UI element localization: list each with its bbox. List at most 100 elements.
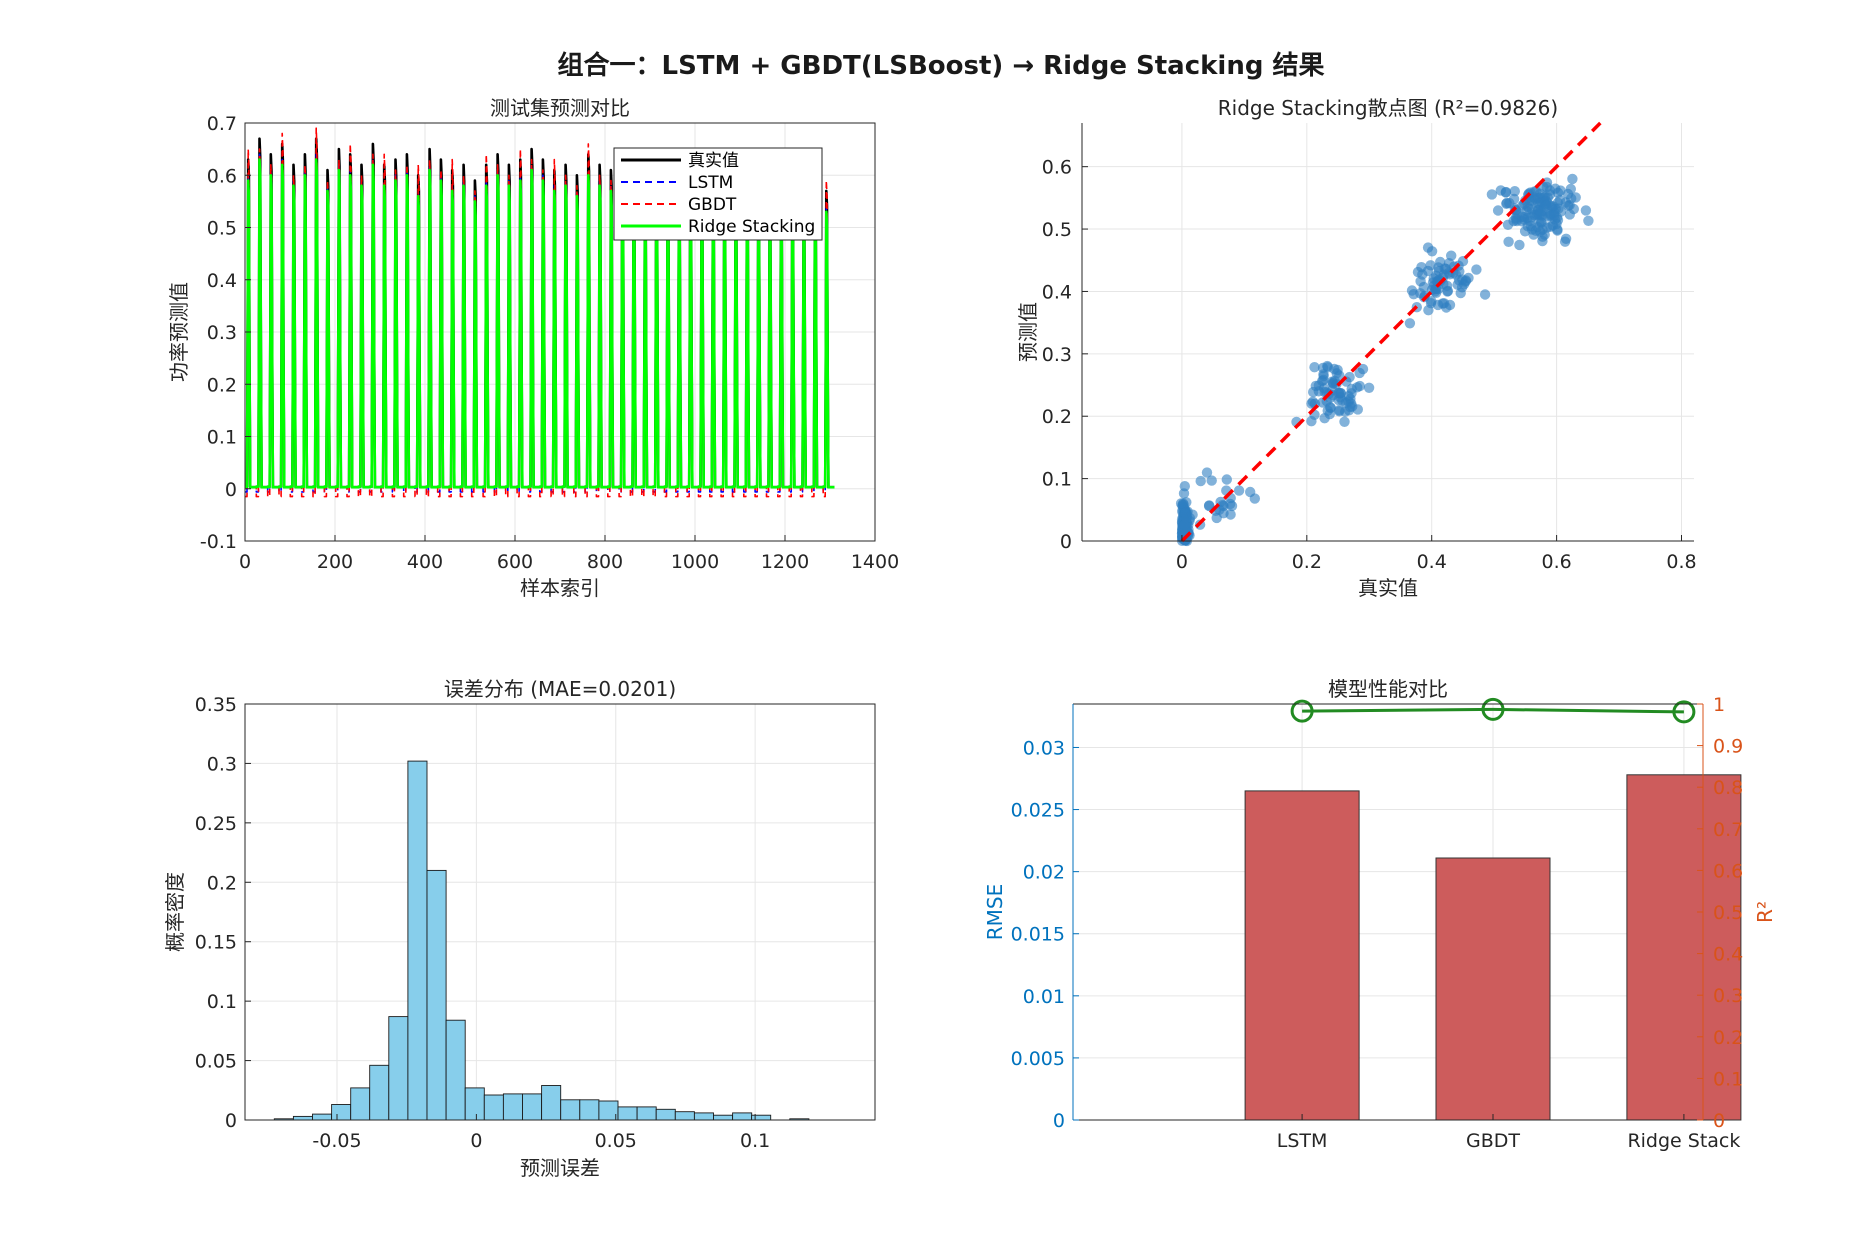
performance-ytick-label-right: 0.2	[1713, 1027, 1743, 1049]
scatter-point	[1175, 498, 1187, 509]
legend-label-ridge: Ridge Stacking	[688, 217, 815, 237]
scatter-ytick-label: 0.4	[1042, 281, 1072, 303]
histogram-bar	[560, 1099, 581, 1121]
performance-r2-marker	[1290, 699, 1314, 723]
histogram-ytick-label: 0.35	[195, 694, 237, 716]
histogram-xtick-label: 0.1	[740, 1130, 770, 1152]
scatter-point	[1426, 296, 1437, 307]
scatter-ytick-label: 0.1	[1042, 469, 1072, 491]
scatter-xtick-label: 0.2	[1292, 551, 1322, 573]
histogram-ytick-label: 0.2	[207, 872, 237, 894]
timeseries-xtick-label: 800	[587, 551, 623, 573]
histogram-ytick-label: 0.3	[207, 753, 237, 775]
scatter-point	[1333, 387, 1344, 399]
histogram-axes-box	[244, 703, 876, 1121]
performance-plot-area	[1244, 697, 1742, 1121]
scatter-point	[1187, 509, 1198, 520]
scatter-point	[1437, 298, 1448, 309]
scatter-point	[1537, 231, 1548, 242]
performance-ytick-label-left: 0	[1053, 1110, 1065, 1132]
scatter-point	[1550, 183, 1561, 194]
scatter-point	[1308, 386, 1319, 398]
performance-ytick-label-right: 0.6	[1713, 860, 1743, 882]
performance-ytick-label-left: 0.025	[1011, 800, 1065, 822]
scatter-point	[1583, 215, 1594, 226]
histogram-bar	[732, 1112, 753, 1121]
performance-ticks: 0 0.005 0.01 0.015 0.02 0.025 0.03 0 0.1 0.2 0.3 0.…	[1011, 694, 1744, 1152]
scatter-point	[1195, 475, 1206, 487]
scatter-ticks: 0 0.2 0.4 0.6 0.8 0 0.1 0.2 0.3 0.4 0.5 0.6	[1042, 157, 1697, 573]
histogram-ylabel: 概率密度	[163, 872, 187, 952]
performance-rmse-bar	[1435, 857, 1551, 1121]
histogram-bar	[713, 1114, 734, 1121]
scatter-point	[1471, 264, 1482, 275]
scatter-point	[1530, 186, 1542, 197]
scatter-xlabel: 真实值	[1358, 576, 1418, 600]
scatter-point	[1486, 189, 1498, 200]
timeseries-legend: 真实值 LSTM GBDT Ridge Stacking	[613, 147, 823, 241]
scatter-xtick-label: 0.4	[1417, 551, 1447, 573]
performance-ytick-label-right: 0.8	[1713, 777, 1743, 799]
timeseries-ytick-label: 0.5	[207, 218, 237, 240]
performance-ytick-label-right: 0.7	[1713, 819, 1743, 841]
performance-ylabel-right: R²	[1753, 901, 1777, 923]
scatter-point	[1492, 205, 1504, 216]
scatter-point	[1217, 499, 1228, 511]
timeseries-xtick-label: 0	[239, 551, 251, 573]
timeseries-ytick-label: 0.7	[207, 113, 237, 135]
scatter-point	[1221, 474, 1233, 485]
histogram-ytick-label: 0.05	[195, 1051, 237, 1073]
scatter-point	[1554, 194, 1566, 206]
histogram-bar	[522, 1093, 543, 1121]
scatter-point	[1363, 382, 1375, 393]
performance-panel: 0 0.005 0.01 0.015 0.02 0.025 0.03 0 0.1 0.2 0.3 0.…	[983, 677, 1777, 1152]
histogram-bar	[655, 1108, 676, 1121]
scatter-point	[1344, 371, 1355, 383]
scatter-point	[1406, 285, 1418, 296]
scatter-point	[1352, 382, 1363, 393]
performance-rmse-bar	[1626, 774, 1742, 1121]
scatter-point	[1331, 368, 1342, 379]
histogram-bar	[579, 1099, 600, 1121]
scatter-point	[1322, 362, 1334, 373]
scatter-xtick-label: 0.8	[1666, 551, 1696, 573]
performance-ytick-label-right: 0.9	[1713, 736, 1743, 758]
scatter-point	[1345, 401, 1356, 413]
performance-r2-line	[1302, 707, 1684, 714]
scatter-point	[1233, 485, 1245, 496]
legend-label-gbdt: GBDT	[688, 195, 737, 215]
histogram-bar	[541, 1085, 562, 1121]
scatter-point	[1318, 374, 1329, 386]
timeseries-ylabel: 功率预测值	[167, 282, 191, 382]
timeseries-ytick-label: 0.4	[207, 270, 237, 292]
scatter-point	[1503, 236, 1514, 247]
histogram-title: 误差分布 (MAE=0.0201)	[444, 677, 676, 701]
histogram-bar	[312, 1113, 333, 1121]
scatter-ytick-label: 0.3	[1042, 344, 1072, 366]
scatter-point	[1509, 186, 1521, 197]
scatter-xtick-label: 0.6	[1542, 551, 1572, 573]
scatter-point	[1446, 250, 1457, 261]
scatter-point	[1440, 263, 1452, 275]
scatter-point	[1564, 209, 1576, 220]
scatter-point	[1206, 475, 1217, 486]
timeseries-line-Ridge Stacking	[245, 158, 835, 489]
performance-ytick-label-left: 0.03	[1023, 737, 1065, 759]
histogram-bar	[674, 1111, 695, 1121]
scatter-point	[1417, 269, 1428, 280]
timeseries-ticks: 0 200 400 600 800 1000 1200 1400-0.100.10.20.30…	[200, 113, 899, 573]
histogram-bar	[388, 1016, 409, 1121]
timeseries-ytick-label: -0.1	[200, 531, 237, 553]
timeseries-plot-area	[245, 127, 835, 498]
figure-title: 组合一：LSTM + GBDT(LSBoost) → Ridge Stackin…	[558, 50, 1325, 81]
scatter-panel: 0 0.2 0.4 0.6 0.8 0 0.1 0.2 0.3 0.4 0.5 0.6 Ridge S…	[1016, 96, 1697, 600]
scatter-point	[1463, 272, 1474, 284]
scatter-point	[1541, 200, 1552, 211]
histogram-bar	[426, 869, 447, 1121]
scatter-point	[1327, 377, 1339, 389]
timeseries-xtick-label: 200	[317, 551, 353, 573]
scatter-point	[1211, 512, 1222, 524]
histogram-bar	[445, 1019, 466, 1121]
timeseries-panel: 0 200 400 600 800 1000 1200 1400-0.100.10.20.30…	[167, 96, 899, 600]
